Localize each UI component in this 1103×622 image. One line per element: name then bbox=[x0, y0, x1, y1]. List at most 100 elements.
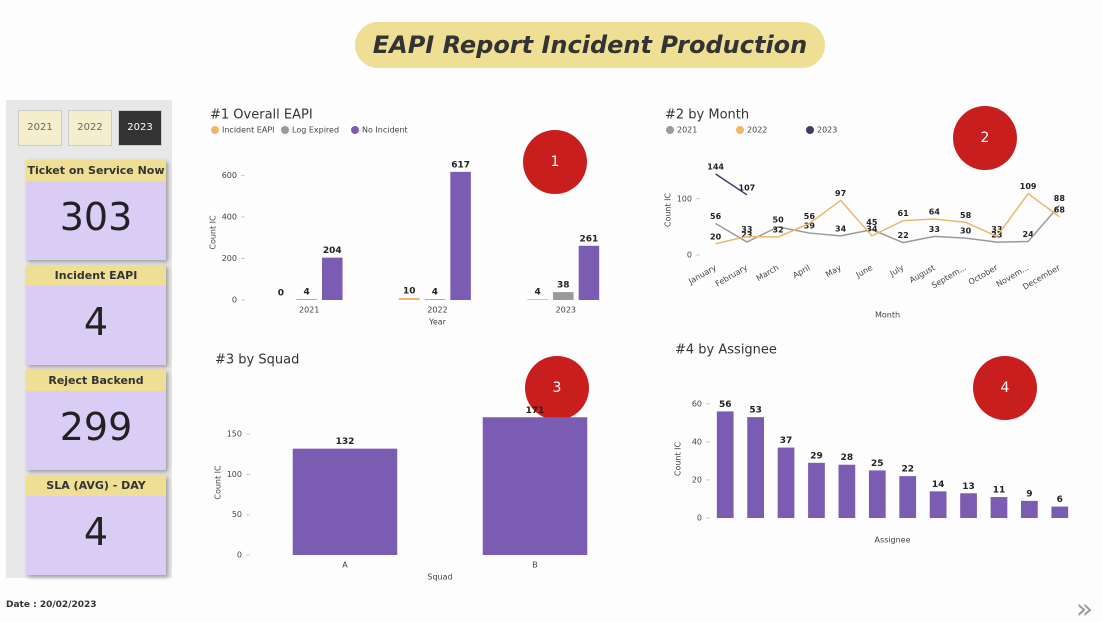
marker-label: 3 bbox=[553, 380, 562, 396]
bar bbox=[1051, 506, 1069, 518]
kpi-label: Incident EAPI bbox=[26, 265, 166, 286]
data-label: 33 bbox=[991, 225, 1002, 234]
x-tick-label: April bbox=[791, 263, 811, 280]
year-button[interactable]: 2022 bbox=[68, 110, 112, 146]
x-tick-label: February bbox=[714, 263, 749, 289]
data-label: 97 bbox=[835, 189, 846, 198]
year-button[interactable]: 2021 bbox=[18, 110, 62, 146]
bar bbox=[1021, 500, 1038, 518]
y-axis-label: Count IC bbox=[674, 441, 683, 476]
side-panel: 2021 2022 2023 Ticket on Service Now 303 I… bbox=[6, 100, 172, 578]
bar bbox=[527, 299, 548, 300]
data-label: 261 bbox=[580, 234, 599, 244]
data-label: 56 bbox=[710, 212, 722, 221]
page-title: EAPI Report Incident Production bbox=[355, 22, 825, 68]
data-label: 20 bbox=[710, 232, 722, 241]
x-tick-label: June bbox=[854, 263, 875, 280]
data-label: 38 bbox=[557, 281, 570, 291]
bar bbox=[868, 470, 886, 518]
data-label: 132 bbox=[336, 437, 355, 447]
y-tick-label: 150 bbox=[227, 430, 242, 439]
data-label: 144 bbox=[707, 163, 724, 172]
data-label: 32 bbox=[773, 226, 784, 235]
bar bbox=[450, 171, 471, 300]
chart-title: #4 by Assignee bbox=[675, 343, 777, 358]
marker bbox=[525, 356, 589, 420]
x-axis-label: Month bbox=[875, 311, 900, 320]
x-tick-label: Septem... bbox=[930, 263, 968, 290]
kpi-value: 4 bbox=[83, 510, 109, 554]
legend-marker bbox=[736, 126, 744, 134]
y-tick-label: 50 bbox=[232, 510, 242, 519]
y-tick-label: 60 bbox=[692, 399, 702, 408]
data-label: 14 bbox=[932, 480, 945, 490]
bar bbox=[960, 493, 977, 518]
x-axis-label: Squad bbox=[427, 573, 452, 582]
data-label: 204 bbox=[323, 246, 342, 256]
data-label: 24 bbox=[1023, 230, 1035, 239]
report-date: Date : 20/02/2023 bbox=[6, 600, 97, 610]
chart-title: #1 Overall EAPI bbox=[210, 108, 313, 123]
kpi-value: 4 bbox=[83, 300, 109, 344]
x-tick-label: 2022 bbox=[427, 306, 447, 315]
x-axis-label: Assignee bbox=[874, 536, 910, 545]
data-label: 107 bbox=[739, 183, 756, 192]
next-page[interactable]: » bbox=[1075, 592, 1093, 622]
legend-label: 2022 bbox=[747, 126, 767, 135]
x-tick-label: July bbox=[888, 263, 906, 279]
data-label: 33 bbox=[741, 225, 752, 234]
bar bbox=[292, 448, 398, 555]
data-label: 30 bbox=[960, 227, 972, 236]
data-label: 88 bbox=[1054, 194, 1066, 203]
data-label: 0 bbox=[278, 289, 284, 299]
data-label: 39 bbox=[804, 222, 816, 231]
legend-label: Incident EAPI bbox=[222, 126, 275, 135]
legend-marker bbox=[806, 126, 814, 134]
y-tick-label: 0 bbox=[687, 251, 692, 260]
data-label: 58 bbox=[960, 211, 972, 220]
data-label: 28 bbox=[841, 453, 854, 463]
chart-title: #2 by Month bbox=[665, 108, 749, 123]
data-label: 61 bbox=[898, 209, 910, 218]
data-label: 9 bbox=[1026, 489, 1032, 499]
data-label: 53 bbox=[749, 406, 762, 416]
marker-label: 4 bbox=[1001, 380, 1010, 396]
data-label: 617 bbox=[451, 160, 470, 170]
data-label: 25 bbox=[871, 459, 884, 469]
kpi-label: SLA (AVG) - DAY bbox=[26, 475, 166, 496]
y-tick-label: 400 bbox=[222, 212, 237, 221]
x-tick-label: March bbox=[755, 263, 781, 283]
legend-marker bbox=[211, 126, 219, 134]
y-tick-label: 100 bbox=[227, 470, 242, 479]
data-label: 33 bbox=[929, 225, 940, 234]
data-label: 6 bbox=[1057, 495, 1063, 505]
bar bbox=[399, 297, 420, 300]
y-tick-label: 0 bbox=[232, 296, 237, 305]
kpi-label: Reject Backend bbox=[26, 370, 166, 391]
bar bbox=[747, 417, 764, 518]
kpi-label: Ticket on Service Now bbox=[26, 160, 166, 181]
bar bbox=[777, 447, 795, 518]
y-tick-label: 100 bbox=[677, 194, 692, 203]
data-label: 50 bbox=[773, 215, 785, 224]
legend-marker bbox=[281, 126, 289, 134]
data-label: 37 bbox=[780, 436, 793, 446]
kpi-value: 299 bbox=[59, 405, 133, 449]
kpi-card: Ticket on Service Now 303 bbox=[26, 160, 166, 260]
x-tick-label: May bbox=[824, 263, 843, 279]
y-tick-label: 20 bbox=[692, 475, 702, 484]
data-label: 34 bbox=[835, 224, 847, 233]
bar bbox=[990, 497, 1008, 518]
bar bbox=[424, 299, 446, 300]
data-label: 4 bbox=[534, 288, 540, 298]
year-button[interactable]: 2023 bbox=[118, 110, 162, 146]
bar bbox=[899, 476, 917, 518]
data-label: 22 bbox=[898, 231, 909, 240]
chart-title: #3 by Squad bbox=[215, 353, 299, 368]
kpi-card: Incident EAPI 4 bbox=[26, 265, 166, 365]
line bbox=[715, 205, 1060, 244]
data-label: 68 bbox=[1054, 205, 1066, 214]
data-label: 11 bbox=[993, 486, 1006, 496]
